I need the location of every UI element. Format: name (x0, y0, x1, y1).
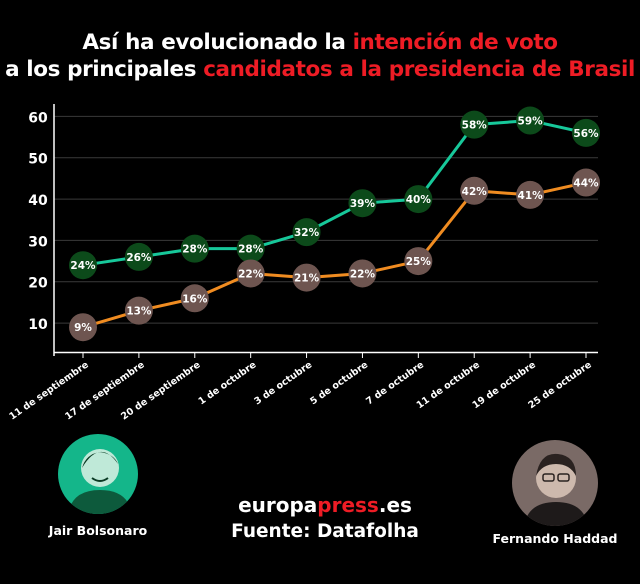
data-label-1-8: 41% (518, 190, 544, 202)
chart-title-line-2: a los principales candidatos a la presid… (5, 57, 635, 82)
data-label-1-7: 42% (462, 186, 488, 198)
series-line-1 (82, 181, 587, 329)
x-tick-label: 5 de octubre (308, 359, 370, 407)
europapress-logo: europapress.es (238, 493, 412, 517)
grid-lines (54, 115, 598, 324)
data-point-1-4 (292, 263, 321, 292)
data-point-0-4 (292, 218, 321, 247)
data-point-0-6 (404, 185, 433, 214)
data-point-0-9 (572, 118, 600, 147)
chart-title-line-1: Así ha evolucionado la intención de voto (82, 30, 558, 55)
data-label-1-2: 16% (182, 293, 208, 305)
data-label-0-0: 24% (70, 260, 96, 272)
haddad-name: Fernando Haddad (492, 531, 618, 546)
y-tick-label-60: 60 (28, 110, 48, 126)
data-point-1-7 (460, 176, 489, 205)
y-tick-labels: 10 20 30 40 50 60 (28, 110, 48, 333)
data-point-1-9 (572, 168, 600, 197)
data-label-0-9: 56% (573, 128, 599, 140)
data-label-0-1: 26% (126, 252, 152, 264)
data-point-1-3 (236, 259, 265, 288)
y-tick-label-50: 50 (28, 152, 48, 168)
x-tick-label: 3 de octubre (252, 359, 314, 407)
source-label: Fuente: Datafolha (231, 521, 419, 542)
bolsonaro-photo (58, 434, 138, 514)
data-point-1-5 (348, 259, 377, 288)
data-point-1-8 (516, 180, 545, 209)
data-label-0-2: 28% (182, 244, 208, 256)
data-label-0-6: 40% (406, 194, 432, 206)
data-point-0-5 (348, 189, 377, 218)
data-label-0-3: 28% (238, 244, 264, 256)
data-point-1-1 (124, 296, 153, 325)
data-label-0-7: 58% (462, 120, 488, 132)
data-label-1-6: 25% (406, 256, 432, 268)
data-label-1-5: 22% (350, 268, 376, 280)
y-tick-label-20: 20 (28, 276, 48, 292)
data-point-0-3 (236, 234, 265, 263)
data-label-0-4: 32% (294, 227, 320, 239)
y-tick-label-10: 10 (28, 317, 48, 333)
x-tick-label: 1 de octubre (196, 359, 258, 407)
haddad-photo (512, 440, 598, 526)
y-tick-label-30: 30 (28, 234, 48, 250)
data-point-0-0 (69, 251, 97, 280)
series-lines (82, 119, 587, 329)
data-point-1-2 (180, 284, 209, 313)
series-markers: 24% 26% 28% 28% 32% 39% 40% 58% 59% 56% 9% 13% 16% 22… (69, 106, 600, 342)
bolsonaro-name: Jair Bolsonaro (48, 523, 148, 538)
data-label-1-0: 9% (74, 322, 92, 334)
data-label-1-4: 21% (294, 273, 320, 285)
data-label-1-3: 22% (238, 268, 264, 280)
data-point-1-6 (404, 247, 433, 276)
data-point-0-1 (124, 242, 153, 271)
series-line-0 (82, 119, 587, 267)
data-label-0-5: 39% (350, 198, 376, 210)
data-point-0-7 (460, 110, 489, 139)
data-point-0-8 (516, 106, 545, 135)
data-point-0-2 (180, 234, 209, 263)
data-point-1-0 (69, 313, 97, 342)
data-label-1-9: 44% (573, 178, 599, 190)
y-tick-label-40: 40 (28, 193, 48, 209)
data-label-1-1: 13% (126, 306, 152, 318)
data-label-0-8: 59% (518, 116, 544, 128)
